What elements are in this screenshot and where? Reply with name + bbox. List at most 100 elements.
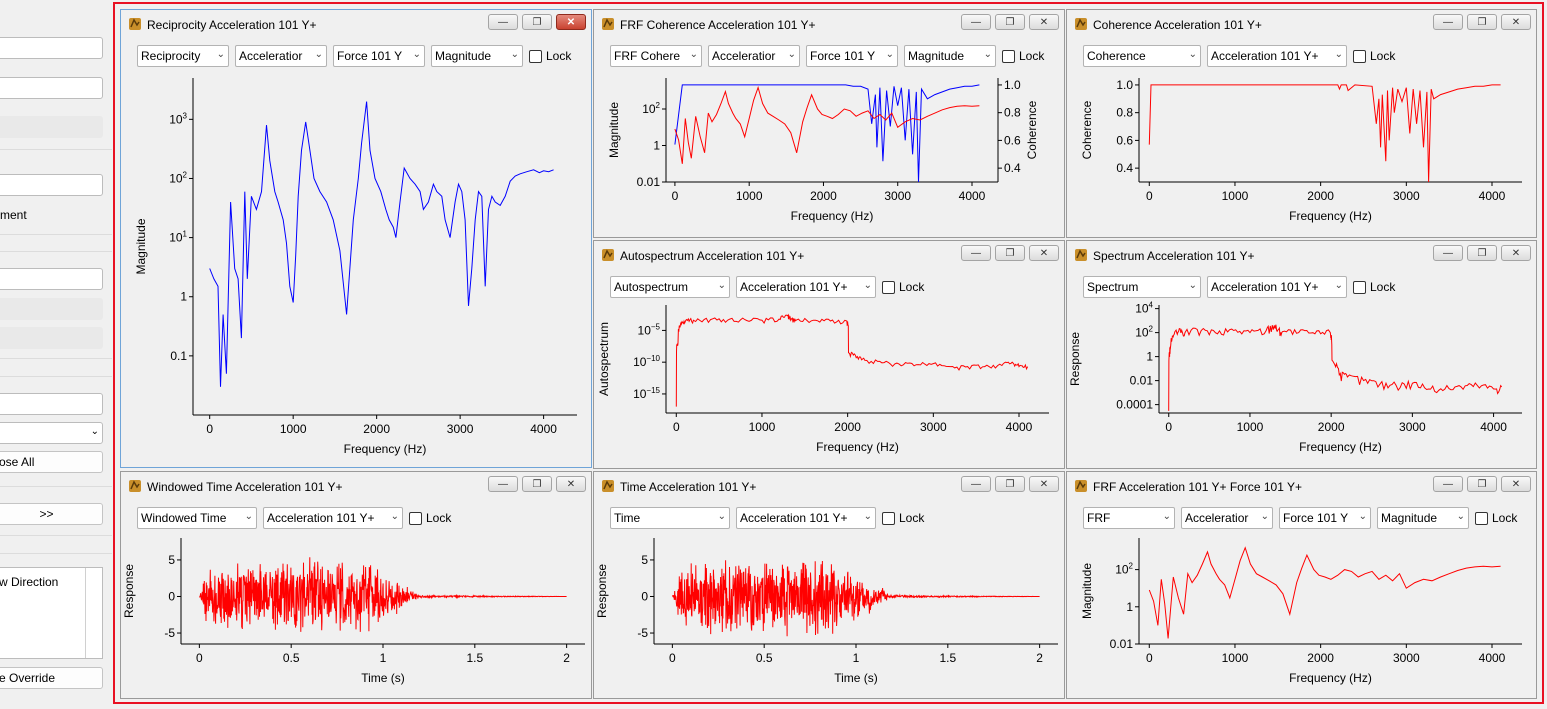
plot-window-frf[interactable]: FRF Acceleration 101 Y+ Force 101 Y+ — ❐… — [1066, 471, 1537, 699]
minimize-button[interactable]: — — [488, 14, 518, 30]
expand-button[interactable]: >> — [0, 503, 103, 525]
minimize-button[interactable]: — — [1433, 476, 1463, 492]
selector-1[interactable]: Acceleration 101 Y+ ⌄ — [736, 507, 876, 529]
maximize-button[interactable]: ❐ — [522, 14, 552, 30]
close-button[interactable]: ✕ — [1501, 245, 1531, 261]
lock-checkbox[interactable]: Lock — [882, 511, 924, 525]
plot-window-reciprocity[interactable]: Reciprocity Acceleration 101 Y+ — ❐ ✕ Re… — [120, 9, 592, 468]
list-item[interactable]: w Direction — [0, 575, 59, 589]
plot-window-time[interactable]: Time Acceleration 101 Y+ — ❐ ✕ Time ⌄ Acce… — [593, 471, 1065, 699]
lock-checkbox[interactable]: Lock — [1475, 511, 1517, 525]
x-tick-label: 0 — [1165, 420, 1172, 434]
minimize-button[interactable]: — — [488, 476, 518, 492]
selector-0[interactable]: Reciprocity ⌄ — [137, 45, 229, 67]
plot-window-frf-coherence[interactable]: FRF Coherence Acceleration 101 Y+ — ❐ ✕ … — [593, 9, 1065, 238]
selector-3[interactable]: Magnitude ⌄ — [431, 45, 523, 67]
selector-3[interactable]: Magnitude ⌄ — [1377, 507, 1469, 529]
selector-0[interactable]: Autospectrum ⌄ — [610, 276, 730, 298]
maximize-button[interactable]: ❐ — [1467, 245, 1497, 261]
lock-checkbox[interactable]: Lock — [1002, 49, 1044, 63]
override-button[interactable]: e Override — [0, 667, 103, 689]
close-button[interactable]: ✕ — [1029, 245, 1059, 261]
selector-1[interactable]: Acceleratior ⌄ — [1181, 507, 1273, 529]
window-titlebar[interactable]: Coherence Acceleration 101 Y+ — ❐ ✕ — [1067, 10, 1536, 36]
selector-1[interactable]: Acceleratior ⌄ — [235, 45, 327, 67]
plot-window-autospectrum[interactable]: Autospectrum Acceleration 101 Y+ — ❐ ✕ A… — [593, 240, 1065, 469]
selector-0[interactable]: Windowed Time ⌄ — [137, 507, 257, 529]
plot-toolbar: Reciprocity ⌄ Acceleratior ⌄ Force 101 Y ⌄ Mag… — [137, 45, 571, 67]
checkbox-box[interactable] — [1353, 49, 1366, 63]
window-titlebar[interactable]: FRF Acceleration 101 Y+ Force 101 Y+ — ❐… — [1067, 472, 1536, 498]
window-titlebar[interactable]: Windowed Time Acceleration 101 Y+ — ❐ ✕ — [121, 472, 591, 498]
window-titlebar[interactable]: Time Acceleration 101 Y+ — ❐ ✕ — [594, 472, 1064, 498]
sidebar-field-5[interactable] — [0, 268, 103, 290]
sidebar-list[interactable]: w Direction — [0, 567, 103, 659]
selector-1[interactable]: Acceleration 101 Y+ ⌄ — [263, 507, 403, 529]
close-button[interactable]: ✕ — [556, 476, 586, 492]
maximize-button[interactable]: ❐ — [995, 14, 1025, 30]
lock-checkbox[interactable]: Lock — [882, 280, 924, 294]
close-button[interactable]: ✕ — [1029, 14, 1059, 30]
selector-value: Acceleration 101 Y+ — [740, 511, 848, 525]
maximize-button[interactable]: ❐ — [522, 476, 552, 492]
selector-0[interactable]: FRF Cohere ⌄ — [610, 45, 702, 67]
selector-0[interactable]: FRF ⌄ — [1083, 507, 1175, 529]
close-button[interactable]: ✕ — [1501, 476, 1531, 492]
maximize-button[interactable]: ❐ — [995, 245, 1025, 261]
minimize-button[interactable]: — — [1433, 14, 1463, 30]
x-tick-label: 1 — [853, 651, 860, 665]
checkbox-box[interactable] — [1002, 49, 1015, 63]
minimize-button[interactable]: — — [961, 245, 991, 261]
selector-2[interactable]: Force 101 Y ⌄ — [806, 45, 898, 67]
checkbox-box[interactable] — [1475, 511, 1488, 525]
checkbox-box[interactable] — [882, 280, 895, 294]
selector-1[interactable]: Acceleration 101 Y+ ⌄ — [1207, 276, 1347, 298]
chevron-down-icon: ⌄ — [1456, 511, 1465, 522]
minimize-button[interactable]: — — [961, 476, 991, 492]
restore-icon: ❐ — [532, 16, 542, 28]
sidebar-field-1[interactable]: n — [0, 37, 103, 59]
checkbox-box[interactable] — [1353, 280, 1366, 294]
selector-3[interactable]: Magnitude ⌄ — [904, 45, 996, 67]
restore-icon: ❐ — [1005, 247, 1015, 259]
checkbox-box[interactable] — [409, 511, 422, 525]
sidebar-field-4[interactable] — [0, 174, 103, 196]
maximize-button[interactable]: ❐ — [995, 476, 1025, 492]
plot-window-spectrum[interactable]: Spectrum Acceleration 101 Y+ — ❐ ✕ Spect… — [1066, 240, 1537, 469]
selector-1[interactable]: Acceleration 101 Y+ ⌄ — [1207, 45, 1347, 67]
minimize-button[interactable]: — — [1433, 245, 1463, 261]
window-titlebar[interactable]: Autospectrum Acceleration 101 Y+ — ❐ ✕ — [594, 241, 1064, 267]
selector-2[interactable]: Force 101 Y ⌄ — [333, 45, 425, 67]
chevron-down-icon: ⌄ — [90, 426, 99, 437]
close-button[interactable]: ✕ — [1029, 476, 1059, 492]
plot-window-coherence[interactable]: Coherence Acceleration 101 Y+ — ❐ ✕ Cohe… — [1066, 9, 1537, 238]
lock-checkbox[interactable]: Lock — [409, 511, 451, 525]
lock-checkbox[interactable]: Lock — [1353, 49, 1395, 63]
minimize-button[interactable]: — — [961, 14, 991, 30]
close-all-button[interactable]: ose All — [0, 451, 103, 473]
plot-window-windowed-time[interactable]: Windowed Time Acceleration 101 Y+ — ❐ ✕ … — [120, 471, 592, 699]
lock-checkbox[interactable]: Lock — [529, 49, 571, 63]
app-icon — [602, 249, 614, 261]
window-titlebar[interactable]: Reciprocity Acceleration 101 Y+ — ❐ ✕ — [121, 10, 591, 36]
y-tick-label: -5 — [164, 626, 175, 640]
window-titlebar[interactable]: FRF Coherence Acceleration 101 Y+ — ❐ ✕ — [594, 10, 1064, 36]
selector-0[interactable]: Spectrum ⌄ — [1083, 276, 1201, 298]
close-button[interactable]: ✕ — [556, 14, 586, 30]
sidebar-dropdown[interactable]: ⌄ — [0, 422, 103, 444]
selector-2[interactable]: Force 101 Y ⌄ — [1279, 507, 1371, 529]
x-tick-label: 1.5 — [466, 651, 483, 665]
selector-1[interactable]: Acceleration 101 Y+ ⌄ — [736, 276, 876, 298]
maximize-button[interactable]: ❐ — [1467, 14, 1497, 30]
selector-0[interactable]: Time ⌄ — [610, 507, 730, 529]
lock-checkbox[interactable]: Lock — [1353, 280, 1395, 294]
selector-1[interactable]: Acceleratior ⌄ — [708, 45, 800, 67]
selector-0[interactable]: Coherence ⌄ — [1083, 45, 1201, 67]
window-titlebar[interactable]: Spectrum Acceleration 101 Y+ — ❐ ✕ — [1067, 241, 1536, 267]
sidebar-field-8[interactable] — [0, 393, 103, 415]
close-button[interactable]: ✕ — [1501, 14, 1531, 30]
checkbox-box[interactable] — [882, 511, 895, 525]
maximize-button[interactable]: ❐ — [1467, 476, 1497, 492]
checkbox-box[interactable] — [529, 49, 542, 63]
sidebar-field-2[interactable] — [0, 77, 103, 99]
